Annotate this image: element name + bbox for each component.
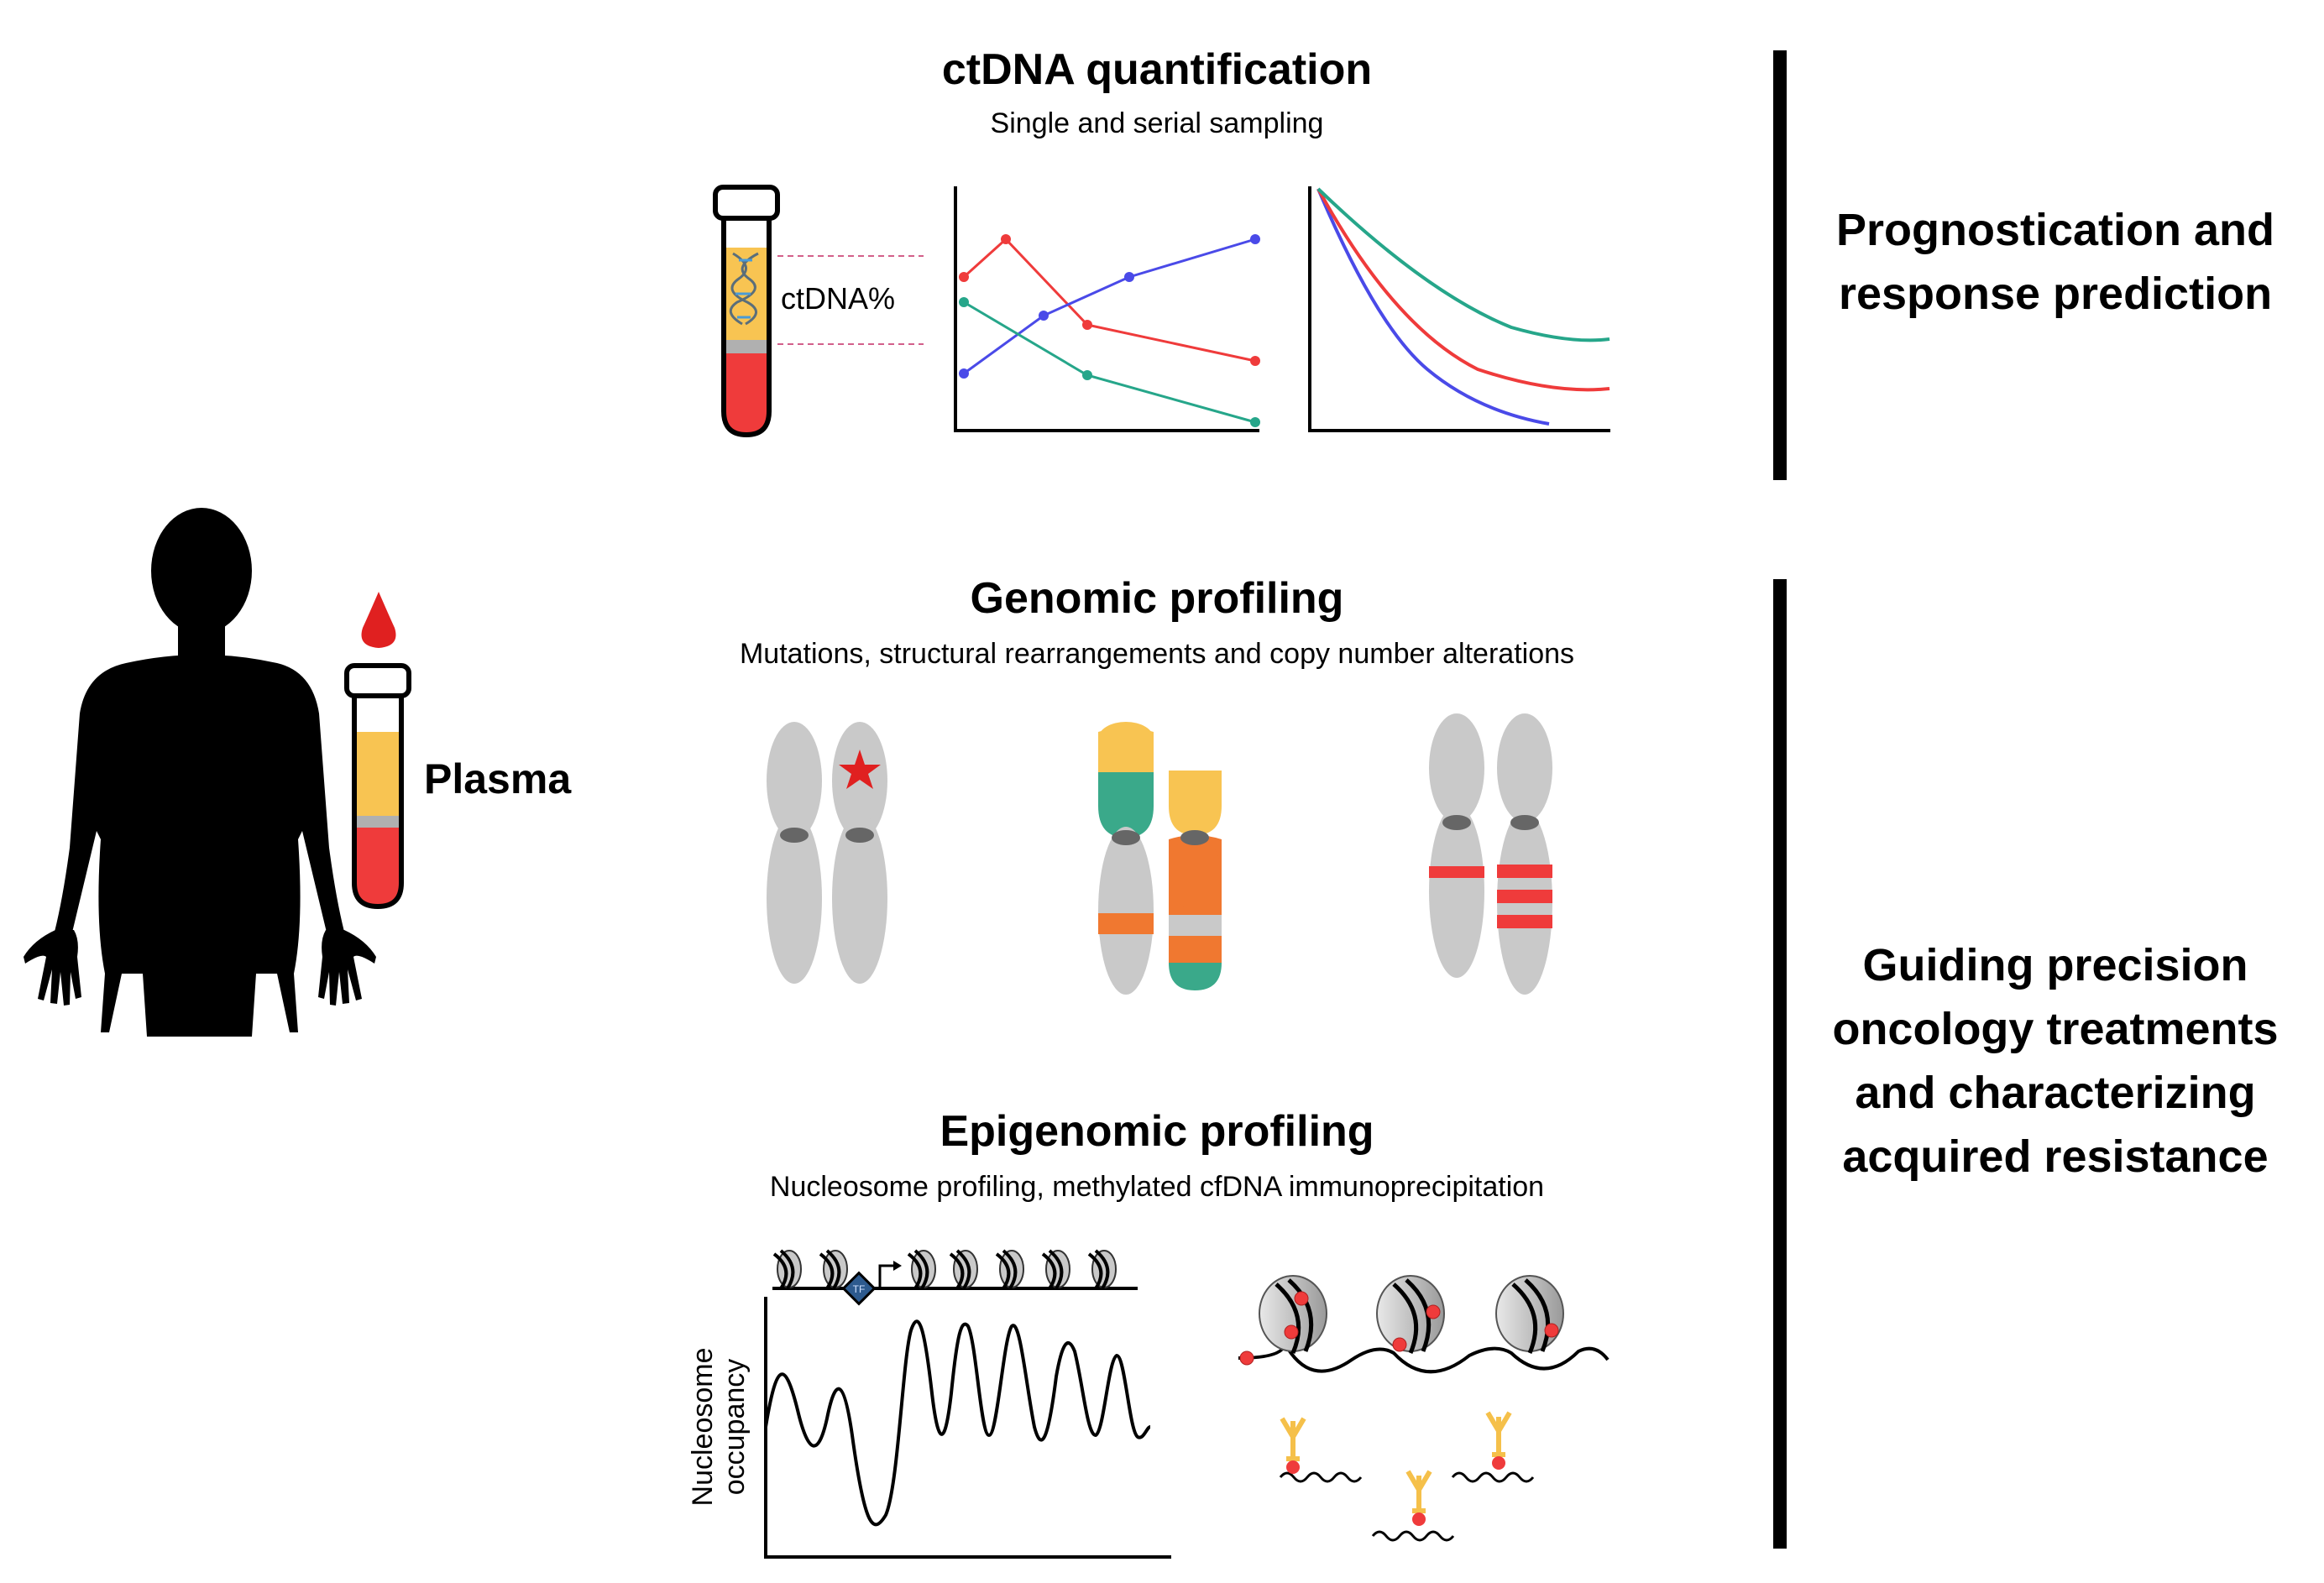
plasma-tube-icon [344,663,411,910]
outcome-bottom-line-1: Guiding precision [1862,940,2248,990]
decay-curve-teal [1316,187,1610,342]
serial-line-teal-point [1082,370,1092,380]
dna-wrap [907,1249,929,1290]
dna-wrap [772,1249,795,1290]
chromosome-pair-copy-number [1429,713,1552,995]
dna-wrap [819,1249,841,1290]
serial-line-red-point [959,272,969,282]
occupancy-chart-axes [764,1297,1171,1559]
mutation-star-icon [839,750,881,789]
epigenomic-title: Epigenomic profiling [940,1107,1374,1156]
human-silhouette-icon [24,508,376,1037]
decay-curve-blue [1316,188,1550,426]
outcome-bottom-line-2: oncology treatments [1832,1004,2278,1054]
outcome-top-line-2: response prediction [1839,269,2272,319]
nucleosome-occupancy-chart: Nucleosome occupancy [687,1297,1171,1559]
serial-sampling-chart [954,186,1260,432]
ctdna-tube-icon [713,185,780,438]
serial-line-blue [963,238,1256,375]
serial-line-red-point [1001,234,1011,244]
nucleosome-array-icon [772,1249,1138,1290]
genomic-title: Genomic profiling [971,574,1344,623]
serial-line-red-point [1082,320,1092,330]
plasma-label: Plasma [424,755,572,802]
occupancy-ylabel-line2: occupancy [719,1359,751,1496]
genomic-subtitle: Mutations, structural rearrangements and… [740,638,1574,670]
serial-line-blue-point [1124,272,1134,282]
serial-line-teal-point [1250,417,1260,427]
dna-wrap [1087,1249,1110,1290]
serial-chart-axes [954,186,1259,432]
serial-line-teal-point [959,297,969,307]
dna-wrap [1041,1249,1064,1290]
outcome-bottom-line-4: acquired resistance [1842,1131,2268,1182]
serial-line-blue-point [1250,234,1260,244]
dna-wrap [949,1249,971,1290]
chromosome-pair-rearrangement [1098,722,1222,995]
occupancy-curve [764,1319,1151,1527]
outcome-bottom-line-3: and characterizing [1855,1068,2255,1118]
decay-curve-red [1316,188,1610,392]
top-bracket-bar [1773,50,1787,480]
serial-line-blue-point [959,368,969,379]
dna-wrap [995,1249,1018,1290]
serial-line-red [962,237,1256,363]
epigenomic-subtitle: Nucleosome profiling, methylated cfDNA i… [770,1171,1544,1203]
antibody-cfdna-icon [1279,1411,1535,1542]
methylated-nucleosomes-icon [1238,1275,1610,1374]
transcription-factor-icon: TF [841,1271,877,1306]
outcome-top-line-1: Prognostication and [1836,205,2274,255]
chromosome-pair-mutation [767,722,887,984]
decay-curves-chart [1308,186,1610,432]
ctdna-subtitle: Single and serial sampling [991,107,1324,139]
decay-chart-axes [1308,186,1610,432]
serial-line-teal [963,300,1256,424]
tf-label: TF [853,1283,866,1295]
ctdna-percent-label: ctDNA% [781,281,895,316]
ctdna-title: ctDNA quantification [942,45,1372,94]
blood-drop-icon [361,592,396,648]
serial-line-blue-point [1039,311,1049,321]
occupancy-ylabel-line1: Nucleosome [687,1348,719,1507]
bottom-bracket-bar [1773,579,1787,1549]
serial-line-red-point [1250,356,1260,366]
dna-helix-icon [729,252,759,326]
